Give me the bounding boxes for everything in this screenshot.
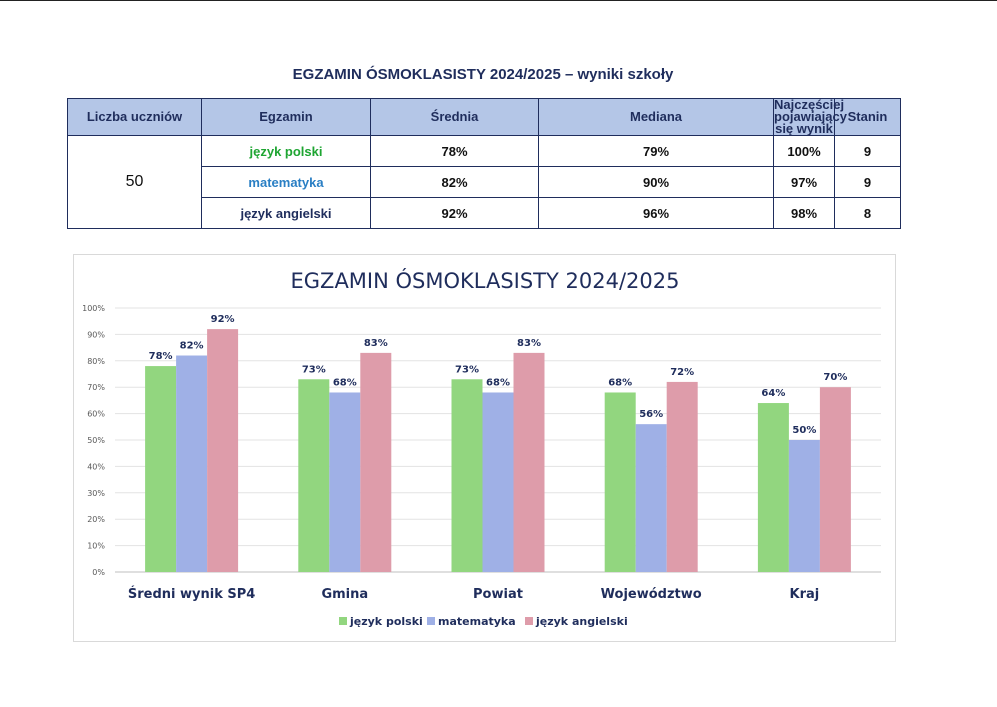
legend-swatch (339, 617, 347, 625)
y-tick-label: 70% (87, 383, 105, 392)
chart-frame: EGZAMIN ÓSMOKLASISTY 2024/2025 0% 10% 20% 3… (73, 254, 896, 642)
bar (145, 366, 177, 572)
y-tick-label: 100% (82, 304, 105, 313)
bar (819, 387, 851, 572)
data-label: 56% (639, 409, 663, 420)
mode-cell: 98% (773, 197, 835, 229)
exam-cell: matematyka (201, 166, 371, 198)
stanine-cell: 8 (834, 197, 901, 229)
top-rule (0, 0, 997, 1)
x-category-label: Gmina (321, 587, 368, 602)
table-title: EGZAMIN ÓSMOKLASISTY 2024/2025 – wyniki … (292, 66, 674, 83)
legend-swatch (427, 617, 435, 625)
data-label: 83% (364, 338, 388, 349)
data-label: 92% (211, 314, 235, 325)
data-label: 73% (302, 364, 326, 375)
bar (604, 392, 636, 572)
mode-cell: 97% (773, 166, 835, 198)
legend-label: język angielski (535, 615, 628, 628)
header-mode: Najczęściej pojawiający się wynik (773, 97, 847, 136)
bar (513, 352, 545, 572)
header-mean: Średnia (370, 98, 539, 136)
data-label: 78% (149, 351, 173, 362)
chart-title: EGZAMIN ÓSMOKLASISTY 2024/2025 (291, 268, 680, 293)
mode-cell: 100% (773, 135, 835, 167)
bar (666, 381, 698, 572)
legend-label: matematyka (438, 615, 516, 628)
y-tick-label: 10% (87, 542, 105, 551)
bar (207, 329, 239, 572)
data-label: 68% (608, 377, 632, 388)
bar-chart: EGZAMIN ÓSMOKLASISTY 2024/2025 0% 10% 20% 3… (82, 268, 881, 628)
bar (360, 352, 392, 572)
data-label: 50% (792, 425, 816, 436)
results-table: Liczba uczniów Egzamin Średnia Mediana N… (67, 98, 901, 229)
median-cell: 79% (538, 135, 774, 167)
bar (757, 403, 789, 572)
y-tick-label: 40% (87, 462, 105, 471)
legend-label: język polski (349, 615, 423, 628)
x-category-label: Kraj (790, 587, 820, 602)
y-tick-label: 30% (87, 489, 105, 498)
mean-cell: 82% (370, 166, 539, 198)
stanine-cell: 9 (834, 135, 901, 167)
data-label: 83% (517, 338, 541, 349)
table-row: język angielski 92% 96% 98% 8 (68, 197, 901, 229)
y-tick-label: 60% (87, 410, 105, 419)
data-label: 64% (761, 388, 785, 399)
x-category-label: Średni wynik SP4 (128, 586, 255, 602)
median-cell: 96% (538, 197, 774, 229)
exam-cell: język angielski (201, 197, 371, 229)
x-category-label: Powiat (473, 587, 523, 602)
y-tick-label: 0% (92, 568, 105, 577)
y-tick-label: 50% (87, 436, 105, 445)
x-category-label: Województwo (601, 587, 702, 602)
median-cell: 90% (538, 166, 774, 198)
table-row: 50 język polski 78% 79% 100% 9 (67, 135, 901, 229)
y-tick-label: 20% (87, 515, 105, 524)
header-median: Mediana (538, 98, 774, 136)
data-label: 68% (333, 377, 357, 388)
bar (329, 392, 361, 572)
data-label: 82% (180, 341, 204, 352)
y-tick-label: 80% (87, 357, 105, 366)
data-label: 70% (823, 372, 847, 383)
table-row: matematyka 82% 90% 97% 9 (68, 166, 901, 198)
header-stanine: Stanin (834, 98, 901, 136)
student-count-cell: 50 (67, 135, 202, 229)
data-label: 73% (455, 364, 479, 375)
header-student-count: Liczba uczniów (67, 98, 202, 136)
bar (788, 440, 820, 572)
header-exam: Egzamin (201, 98, 371, 136)
data-label: 68% (486, 377, 510, 388)
y-tick-label: 90% (87, 330, 105, 339)
mean-cell: 92% (370, 197, 539, 229)
stanine-cell: 9 (834, 166, 901, 198)
exam-cell: język polski (201, 135, 371, 167)
bar (176, 355, 208, 572)
table-header-row: Liczba uczniów Egzamin Średnia Mediana N… (67, 97, 901, 136)
data-label: 72% (670, 367, 694, 378)
bar (298, 379, 330, 572)
bar (451, 379, 483, 572)
bar (482, 392, 514, 572)
legend-swatch (525, 617, 533, 625)
mean-cell: 78% (370, 135, 539, 167)
bar (635, 424, 667, 572)
